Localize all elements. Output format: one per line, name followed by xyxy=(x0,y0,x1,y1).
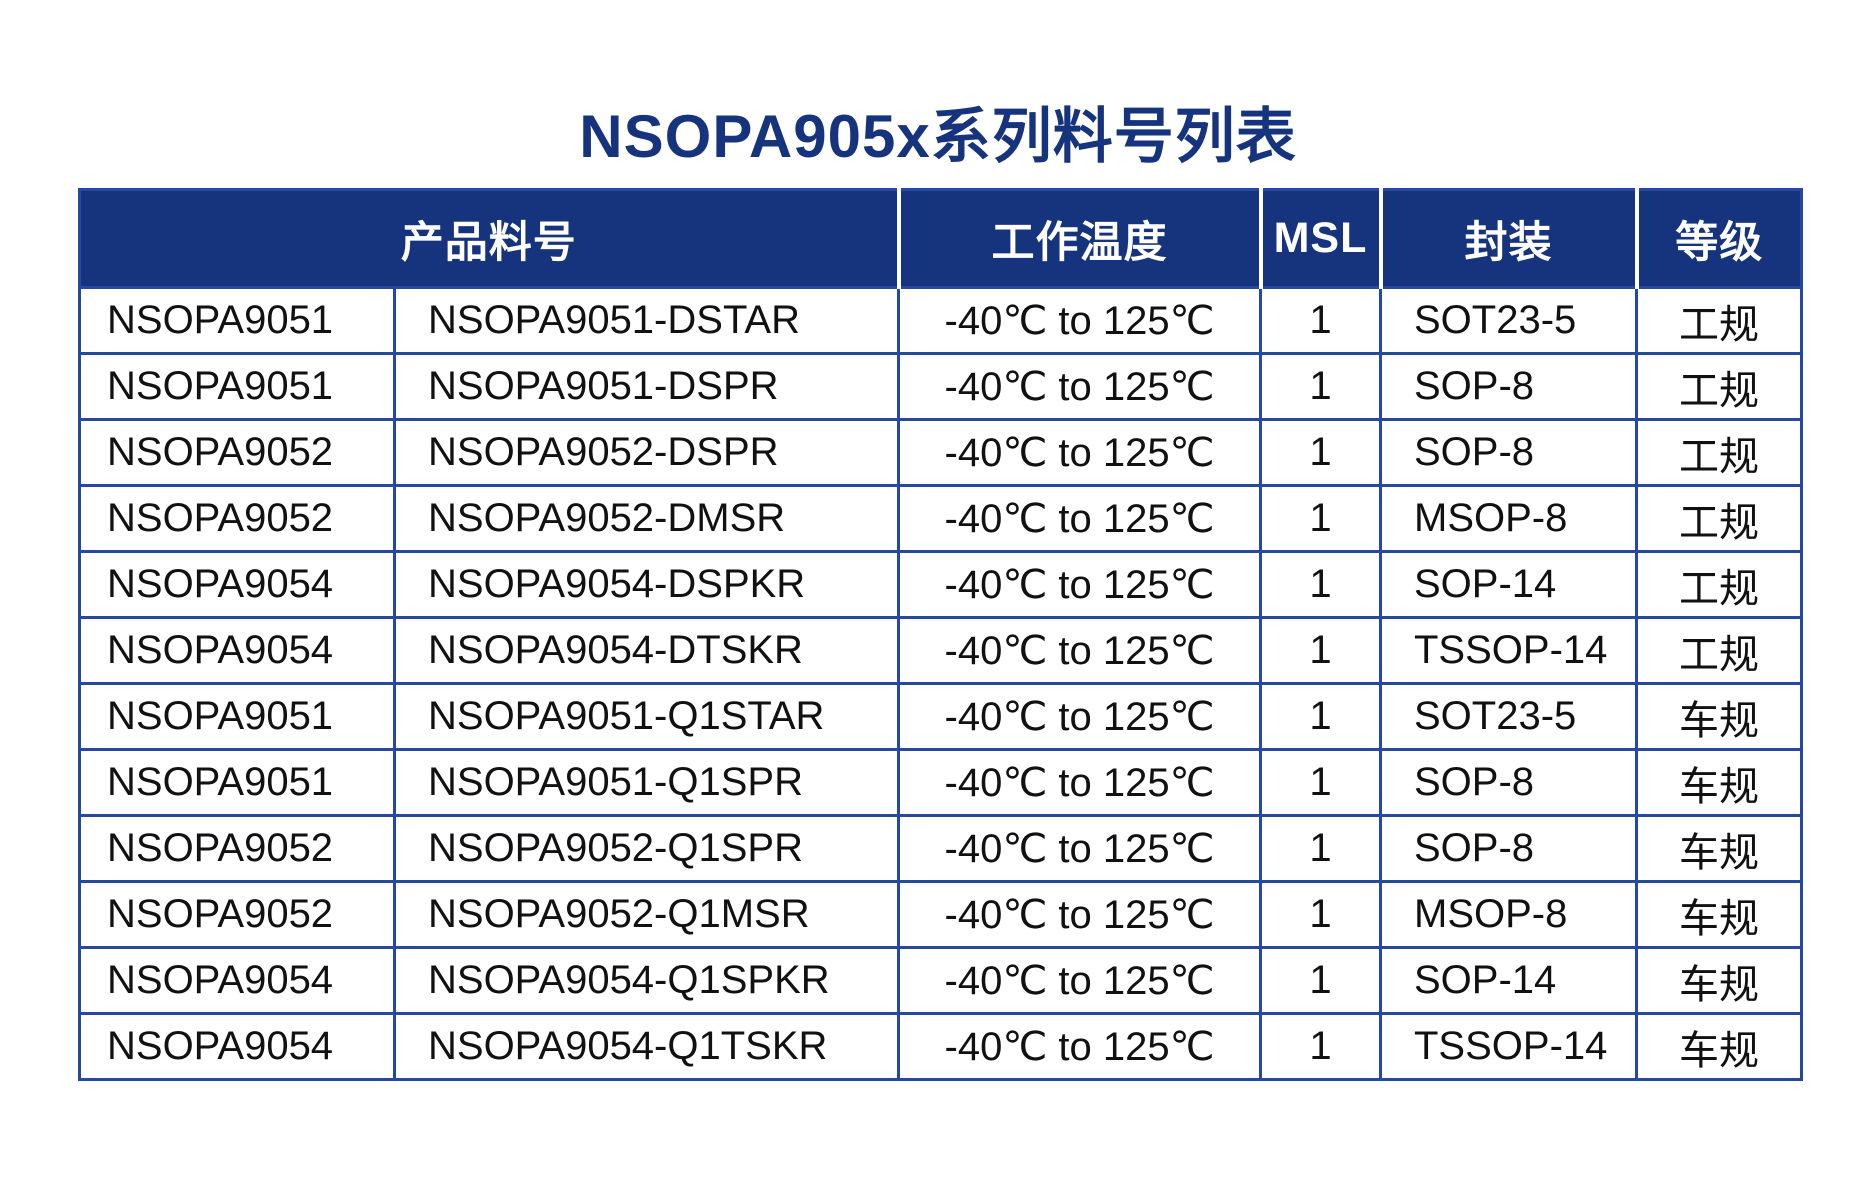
part-number-table: 产品料号 工作温度 MSL 封装 等级 NSOPA9051 NSOPA9051-… xyxy=(78,188,1803,1081)
cell-temperature: -40℃ to 125℃ xyxy=(897,748,1262,817)
cell-msl: 1 xyxy=(1259,946,1382,1015)
cell-package: SOP-8 xyxy=(1379,814,1638,883)
cell-temperature: -40℃ to 125℃ xyxy=(897,1012,1262,1081)
cell-part-number: NSOPA9052-DSPR xyxy=(393,418,900,487)
table-row: NSOPA9052 NSOPA9052-Q1MSR -40℃ to 125℃ 1… xyxy=(78,880,1803,949)
table-row: NSOPA9051 NSOPA9051-Q1SPR -40℃ to 125℃ 1… xyxy=(78,748,1803,817)
cell-series: NSOPA9052 xyxy=(78,484,396,553)
header-operating-temperature: 工作温度 xyxy=(898,189,1263,288)
cell-grade: 工规 xyxy=(1635,418,1803,487)
cell-series: NSOPA9054 xyxy=(78,616,396,685)
cell-temperature: -40℃ to 125℃ xyxy=(897,352,1262,421)
cell-temperature: -40℃ to 125℃ xyxy=(897,286,1262,355)
cell-grade: 车规 xyxy=(1635,1012,1803,1081)
cell-part-number: NSOPA9051-Q1SPR xyxy=(393,748,900,817)
cell-msl: 1 xyxy=(1259,286,1382,355)
cell-package: SOP-14 xyxy=(1379,946,1638,1015)
table-body: NSOPA9051 NSOPA9051-DSTAR -40℃ to 125℃ 1… xyxy=(78,286,1803,1081)
cell-package: MSOP-8 xyxy=(1379,484,1638,553)
cell-series: NSOPA9051 xyxy=(78,286,396,355)
cell-msl: 1 xyxy=(1259,418,1382,487)
header-grade: 等级 xyxy=(1636,189,1802,288)
table-row: NSOPA9054 NSOPA9054-DSPKR -40℃ to 125℃ 1… xyxy=(78,550,1803,619)
table-row: NSOPA9054 NSOPA9054-Q1TSKR -40℃ to 125℃ … xyxy=(78,1012,1803,1081)
cell-msl: 1 xyxy=(1259,1012,1382,1081)
table-row: NSOPA9052 NSOPA9052-Q1SPR -40℃ to 125℃ 1… xyxy=(78,814,1803,883)
cell-series: NSOPA9052 xyxy=(78,880,396,949)
header-product-part-number: 产品料号 xyxy=(79,189,901,288)
cell-package: MSOP-8 xyxy=(1379,880,1638,949)
cell-part-number: NSOPA9051-Q1STAR xyxy=(393,682,900,751)
cell-series: NSOPA9052 xyxy=(78,814,396,883)
cell-package: TSSOP-14 xyxy=(1379,616,1638,685)
cell-part-number: NSOPA9052-Q1MSR xyxy=(393,880,900,949)
cell-msl: 1 xyxy=(1259,352,1382,421)
table-row: NSOPA9051 NSOPA9051-Q1STAR -40℃ to 125℃ … xyxy=(78,682,1803,751)
table-row: NSOPA9051 NSOPA9051-DSPR -40℃ to 125℃ 1 … xyxy=(78,352,1803,421)
cell-series: NSOPA9054 xyxy=(78,946,396,1015)
cell-grade: 车规 xyxy=(1635,682,1803,751)
cell-part-number: NSOPA9051-DSPR xyxy=(393,352,900,421)
cell-series: NSOPA9051 xyxy=(78,748,396,817)
cell-msl: 1 xyxy=(1259,814,1382,883)
table-row: NSOPA9052 NSOPA9052-DSPR -40℃ to 125℃ 1 … xyxy=(78,418,1803,487)
cell-msl: 1 xyxy=(1259,880,1382,949)
cell-grade: 车规 xyxy=(1635,880,1803,949)
table-row: NSOPA9051 NSOPA9051-DSTAR -40℃ to 125℃ 1… xyxy=(78,286,1803,355)
cell-temperature: -40℃ to 125℃ xyxy=(897,880,1262,949)
cell-series: NSOPA9054 xyxy=(78,1012,396,1081)
cell-temperature: -40℃ to 125℃ xyxy=(897,418,1262,487)
cell-temperature: -40℃ to 125℃ xyxy=(897,814,1262,883)
cell-grade: 工规 xyxy=(1635,352,1803,421)
cell-package: SOT23-5 xyxy=(1379,286,1638,355)
cell-package: SOP-8 xyxy=(1379,352,1638,421)
cell-part-number: NSOPA9051-DSTAR xyxy=(393,286,900,355)
cell-temperature: -40℃ to 125℃ xyxy=(897,550,1262,619)
cell-temperature: -40℃ to 125℃ xyxy=(897,682,1262,751)
cell-msl: 1 xyxy=(1259,682,1382,751)
cell-grade: 车规 xyxy=(1635,748,1803,817)
cell-part-number: NSOPA9054-DSPKR xyxy=(393,550,900,619)
cell-msl: 1 xyxy=(1259,550,1382,619)
cell-grade: 车规 xyxy=(1635,946,1803,1015)
header-msl: MSL xyxy=(1260,189,1383,288)
cell-temperature: -40℃ to 125℃ xyxy=(897,946,1262,1015)
header-row: 产品料号 工作温度 MSL 封装 等级 xyxy=(79,189,1802,288)
cell-series: NSOPA9054 xyxy=(78,550,396,619)
cell-grade: 车规 xyxy=(1635,814,1803,883)
cell-package: SOT23-5 xyxy=(1379,682,1638,751)
cell-package: SOP-8 xyxy=(1379,418,1638,487)
cell-temperature: -40℃ to 125℃ xyxy=(897,484,1262,553)
cell-temperature: -40℃ to 125℃ xyxy=(897,616,1262,685)
header-package: 封装 xyxy=(1380,189,1639,288)
cell-series: NSOPA9051 xyxy=(78,352,396,421)
cell-part-number: NSOPA9054-Q1SPKR xyxy=(393,946,900,1015)
cell-grade: 工规 xyxy=(1635,616,1803,685)
table-header: 产品料号 工作温度 MSL 封装 等级 xyxy=(79,189,1802,288)
cell-part-number: NSOPA9054-DTSKR xyxy=(393,616,900,685)
cell-grade: 工规 xyxy=(1635,286,1803,355)
cell-part-number: NSOPA9052-Q1SPR xyxy=(393,814,900,883)
cell-msl: 1 xyxy=(1259,748,1382,817)
page-title: NSOPA905x系列料号列表 xyxy=(579,103,1297,171)
cell-part-number: NSOPA9054-Q1TSKR xyxy=(393,1012,900,1081)
cell-package: SOP-14 xyxy=(1379,550,1638,619)
cell-part-number: NSOPA9052-DMSR xyxy=(393,484,900,553)
cell-msl: 1 xyxy=(1259,484,1382,553)
cell-grade: 工规 xyxy=(1635,484,1803,553)
table-row: NSOPA9054 NSOPA9054-Q1SPKR -40℃ to 125℃ … xyxy=(78,946,1803,1015)
cell-grade: 工规 xyxy=(1635,550,1803,619)
cell-package: SOP-8 xyxy=(1379,748,1638,817)
cell-series: NSOPA9052 xyxy=(78,418,396,487)
cell-series: NSOPA9051 xyxy=(78,682,396,751)
table-row: NSOPA9052 NSOPA9052-DMSR -40℃ to 125℃ 1 … xyxy=(78,484,1803,553)
cell-package: TSSOP-14 xyxy=(1379,1012,1638,1081)
cell-msl: 1 xyxy=(1259,616,1382,685)
table-row: NSOPA9054 NSOPA9054-DTSKR -40℃ to 125℃ 1… xyxy=(78,616,1803,685)
